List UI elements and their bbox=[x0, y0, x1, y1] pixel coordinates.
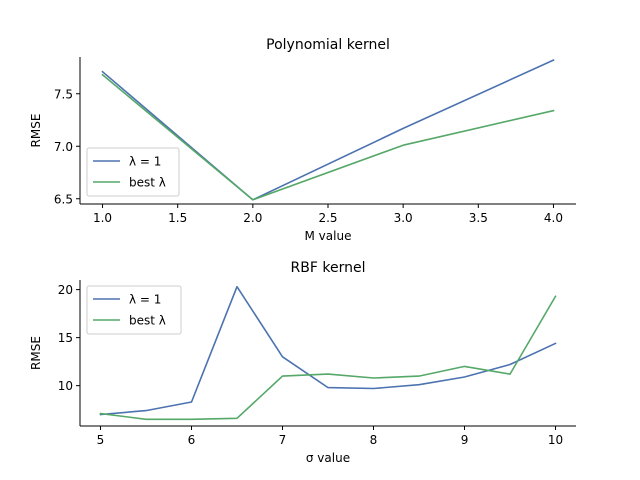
x-tick-label: 1.0 bbox=[93, 211, 112, 225]
x-axis-label: M value bbox=[305, 229, 352, 243]
legend: λ = 1 best λ bbox=[86, 285, 182, 335]
series-line-best-lambda bbox=[101, 73, 555, 201]
legend-frame bbox=[86, 285, 182, 335]
x-axis-label: σ value bbox=[306, 451, 350, 465]
legend-frame bbox=[86, 147, 180, 197]
legend: λ = 1 best λ bbox=[86, 147, 180, 197]
x-tick-label: 3.5 bbox=[469, 211, 488, 225]
x-tick-label: 3.0 bbox=[394, 211, 413, 225]
legend-entry-label: λ = 1 bbox=[129, 293, 161, 307]
legend-entry-label: best λ bbox=[129, 176, 166, 190]
y-tick-label: 6.5 bbox=[54, 192, 73, 206]
legend-entry-label: λ = 1 bbox=[129, 155, 161, 169]
x-tick-label: 5 bbox=[97, 433, 105, 447]
y-tick-label: 15 bbox=[58, 331, 73, 345]
x-tick-label: 4.0 bbox=[544, 211, 563, 225]
chart-title: RBF kernel bbox=[291, 260, 366, 276]
x-tick-label: 2.0 bbox=[243, 211, 262, 225]
y-axis-label: RMSE bbox=[29, 336, 43, 370]
x-tick-label: 6 bbox=[188, 433, 196, 447]
x-tick-label: 1.5 bbox=[168, 211, 187, 225]
rbf-kernel-subplot: RBF kernel 5 6 7 8 9 10 10 15 20 σ value RMSE λ = 1 b… bbox=[29, 260, 576, 465]
x-tick-label: 8 bbox=[370, 433, 378, 447]
y-tick-label: 7.5 bbox=[54, 87, 73, 101]
series-line-best-lambda bbox=[99, 295, 557, 421]
legend-entry-label: best λ bbox=[129, 314, 166, 328]
y-tick-label: 20 bbox=[58, 283, 73, 297]
chart-title: Polynomial kernel bbox=[266, 37, 390, 53]
polynomial-kernel-subplot: Polynomial kernel 1.0 1.5 2.0 2.5 3.0 3.5 4.0 6.… bbox=[29, 37, 576, 243]
series-line-lambda-1 bbox=[99, 285, 557, 416]
series-line-lambda-1 bbox=[101, 59, 555, 201]
x-tick-label: 2.5 bbox=[318, 211, 337, 225]
y-tick-label: 10 bbox=[58, 379, 73, 393]
y-axis-label: RMSE bbox=[29, 114, 43, 148]
x-tick-label: 9 bbox=[461, 433, 469, 447]
y-tick-label: 7.0 bbox=[54, 140, 73, 154]
x-tick-label: 10 bbox=[548, 433, 563, 447]
x-tick-label: 7 bbox=[279, 433, 287, 447]
